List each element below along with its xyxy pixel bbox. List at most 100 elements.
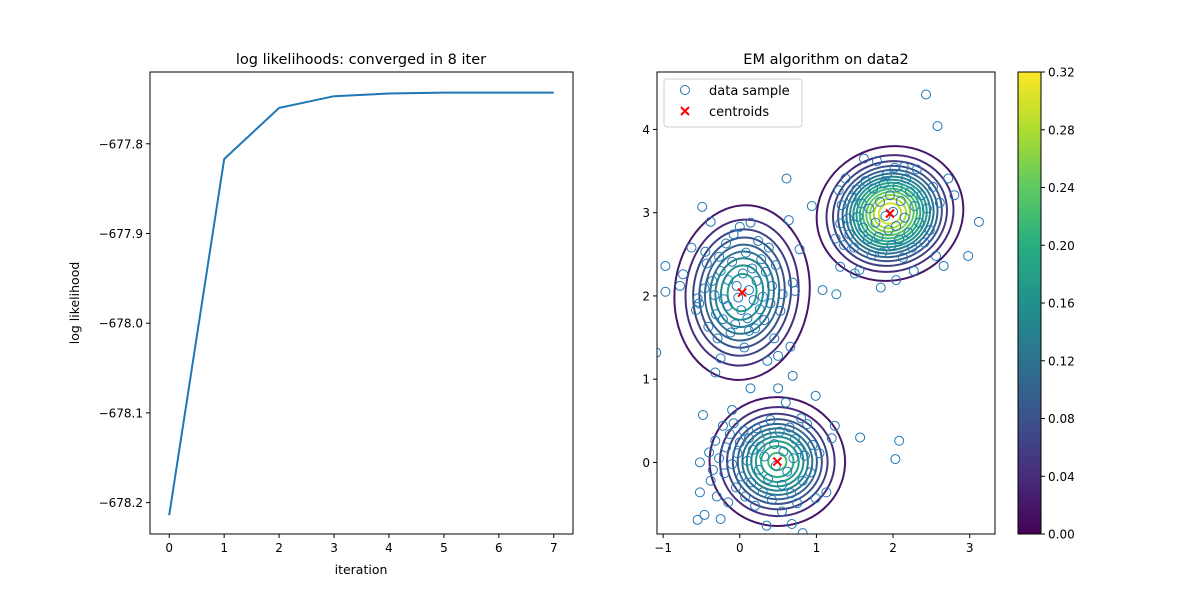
data-sample-point — [692, 293, 703, 304]
data-sample-point — [797, 475, 808, 486]
data-sample-point — [757, 487, 768, 498]
density-contour — [745, 431, 809, 492]
right-chart-title: EM algorithm on data2 — [743, 52, 908, 68]
data-sample-point — [930, 250, 941, 261]
em-algorithm-chart: EM algorithm on data2 −1 0 1 2 3 0 1 2 3 4 data s… — [642, 52, 1074, 555]
data-sample-point — [797, 528, 808, 534]
right-x-tick-label: 1 — [813, 541, 821, 555]
data-sample-point — [769, 439, 780, 450]
data-sample-point — [743, 325, 754, 336]
left-x-tick-label: 0 — [165, 541, 173, 555]
data-sample-point — [734, 437, 745, 448]
density-contour — [714, 257, 770, 328]
data-sample-point — [761, 429, 772, 440]
data-sample-point — [938, 260, 949, 271]
log-likelihood-line — [168, 91, 554, 516]
data-sample-point — [751, 423, 762, 434]
density-contour — [865, 190, 915, 237]
data-sample-point — [727, 256, 738, 267]
data-sample-point — [826, 433, 837, 444]
data-sample-point — [715, 265, 726, 276]
data-sample-point — [781, 173, 792, 184]
data-sample-point — [924, 225, 935, 236]
data-sample-point — [921, 89, 932, 100]
data-sample-point — [686, 242, 697, 253]
data-sample-point — [692, 514, 703, 525]
left-x-tick-label: 2 — [275, 541, 283, 555]
data-sample-point — [709, 290, 720, 301]
left-x-tick-label: 4 — [385, 541, 393, 555]
data-sample-point — [786, 519, 797, 530]
data-sample-point — [747, 263, 758, 274]
data-sample-point — [807, 439, 818, 450]
data-sample-point — [738, 425, 749, 436]
colorbar-tick-label: 0.08 — [1048, 412, 1075, 426]
data-sample-point — [851, 184, 862, 195]
colorbar-tick-label: 0.16 — [1048, 297, 1075, 311]
data-sample-point — [701, 258, 712, 269]
data-sample-point — [842, 213, 853, 224]
data-sample-point — [674, 280, 685, 291]
right-y-tick-label: 1 — [642, 373, 650, 387]
data-sample-point — [732, 448, 743, 459]
colorbar-tick-label: 0.00 — [1048, 528, 1075, 542]
data-sample-point — [699, 283, 710, 294]
density-contour — [709, 250, 775, 335]
data-sample-point — [742, 455, 753, 466]
data-sample-point — [773, 350, 784, 361]
data-sample-point — [833, 185, 844, 196]
data-sample-point — [903, 227, 914, 238]
data-sample-point — [773, 383, 784, 394]
data-sample-point — [868, 183, 879, 194]
data-sample-point — [852, 211, 863, 222]
left-x-tick-label: 6 — [495, 541, 503, 555]
data-sample-point — [777, 289, 788, 300]
data-sample-point — [775, 305, 786, 316]
data-sample-point — [719, 468, 730, 479]
data-sample-point — [836, 200, 847, 211]
data-sample-point — [736, 305, 747, 316]
data-sample-point — [750, 323, 761, 334]
data-sample-point — [723, 275, 734, 286]
left-plot-area — [168, 91, 554, 516]
left-x-tick-label: 3 — [330, 541, 338, 555]
right-x-tick-label: 3 — [966, 541, 974, 555]
data-sample-point — [963, 250, 974, 261]
data-sample-point — [762, 355, 773, 366]
colorbar-ticks: 0.00 0.04 0.08 0.12 0.16 0.20 0.24 0.28 0.32 — [1041, 66, 1075, 542]
colorbar-gradient — [1017, 71, 1042, 535]
data-sample-point — [835, 218, 846, 229]
data-sample-point — [895, 196, 906, 207]
colorbar-tick-label: 0.04 — [1048, 470, 1075, 484]
data-sample-point — [703, 321, 714, 332]
legend-data-sample-marker — [680, 85, 690, 95]
centroid-marker — [885, 208, 895, 219]
data-sample-point — [737, 268, 748, 279]
data-sample-point — [755, 441, 766, 452]
data-sample-point — [862, 234, 873, 245]
data-sample-point — [697, 409, 708, 420]
data-sample-point — [875, 196, 886, 207]
data-sample-point — [796, 413, 807, 424]
data-sample-point — [799, 450, 810, 461]
data-sample-point — [973, 216, 984, 227]
right-x-tick-label: −1 — [654, 541, 672, 555]
centroid-marker — [737, 287, 747, 298]
data-sample-point — [704, 447, 715, 458]
data-sample-point — [943, 173, 954, 184]
data-sample-point — [660, 286, 671, 297]
data-sample-point — [730, 482, 741, 493]
data-sample-point — [745, 383, 756, 394]
data-sample-point — [731, 280, 742, 291]
data-sample-point — [724, 429, 735, 440]
data-sample-point — [789, 434, 800, 445]
data-sample-point — [899, 212, 910, 223]
data-sample-point — [720, 442, 731, 453]
data-sample-point — [883, 225, 894, 236]
data-sample-point — [780, 397, 791, 408]
density-contour — [750, 435, 805, 488]
data-sample-point — [751, 275, 762, 286]
right-y-tick-label: 4 — [642, 123, 650, 137]
data-sample-point — [705, 475, 716, 486]
right-x-tick-label: 0 — [736, 541, 744, 555]
